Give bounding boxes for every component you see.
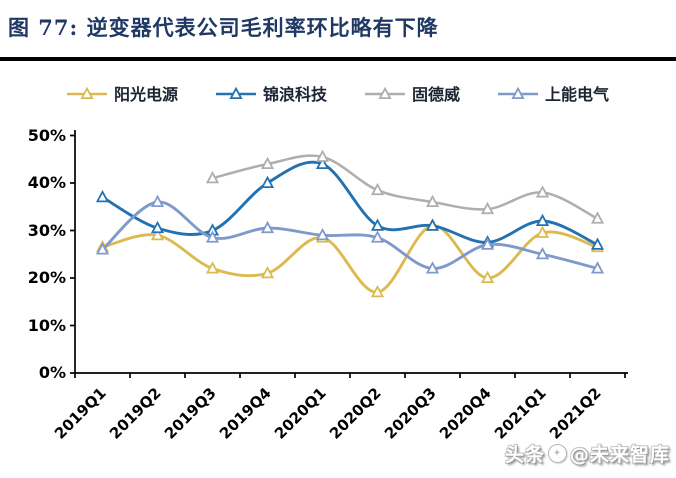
watermark: 头条 ✦ @未来智库 bbox=[505, 440, 670, 467]
y-tick-label: 20% bbox=[27, 268, 66, 287]
legend-label: 上能电气 bbox=[545, 85, 610, 104]
series-锦浪科技 bbox=[95, 156, 605, 250]
y-tick-label: 40% bbox=[27, 173, 66, 192]
legend-marker-icon bbox=[215, 86, 256, 99]
series-固德威 bbox=[205, 149, 605, 224]
y-tick-label: 0% bbox=[38, 363, 66, 382]
title-underline bbox=[0, 57, 676, 61]
legend-marker-icon bbox=[66, 86, 107, 99]
legend-item-上能电气: 上能电气 bbox=[498, 81, 609, 105]
y-tick-label: 10% bbox=[27, 315, 66, 335]
watermark-prefix: 头条 bbox=[504, 444, 545, 466]
legend-marker-icon bbox=[365, 86, 405, 99]
y-tick-label: 30% bbox=[27, 220, 66, 240]
legend-item-固德威: 固德威 bbox=[365, 81, 460, 105]
legend-item-阳光电源: 阳光电源 bbox=[66, 81, 178, 105]
legend-item-锦浪科技: 锦浪科技 bbox=[215, 81, 327, 105]
y-tick-label: 50% bbox=[27, 125, 66, 145]
watermark-handle: @未来智库 bbox=[569, 444, 670, 466]
figure-title: 图 77: 逆变器代表公司毛利率环比略有下降 bbox=[8, 15, 439, 40]
series-上能电气 bbox=[95, 194, 605, 274]
chart-legend: 阳光电源 锦浪科技 固德威 上能电气 bbox=[0, 80, 676, 106]
legend-label: 固德威 bbox=[412, 85, 461, 104]
legend-label: 阳光电源 bbox=[113, 85, 178, 104]
legend-label: 锦浪科技 bbox=[262, 85, 327, 104]
toutiao-logo-icon: ✦ bbox=[548, 445, 566, 462]
legend-marker-icon bbox=[498, 86, 539, 99]
